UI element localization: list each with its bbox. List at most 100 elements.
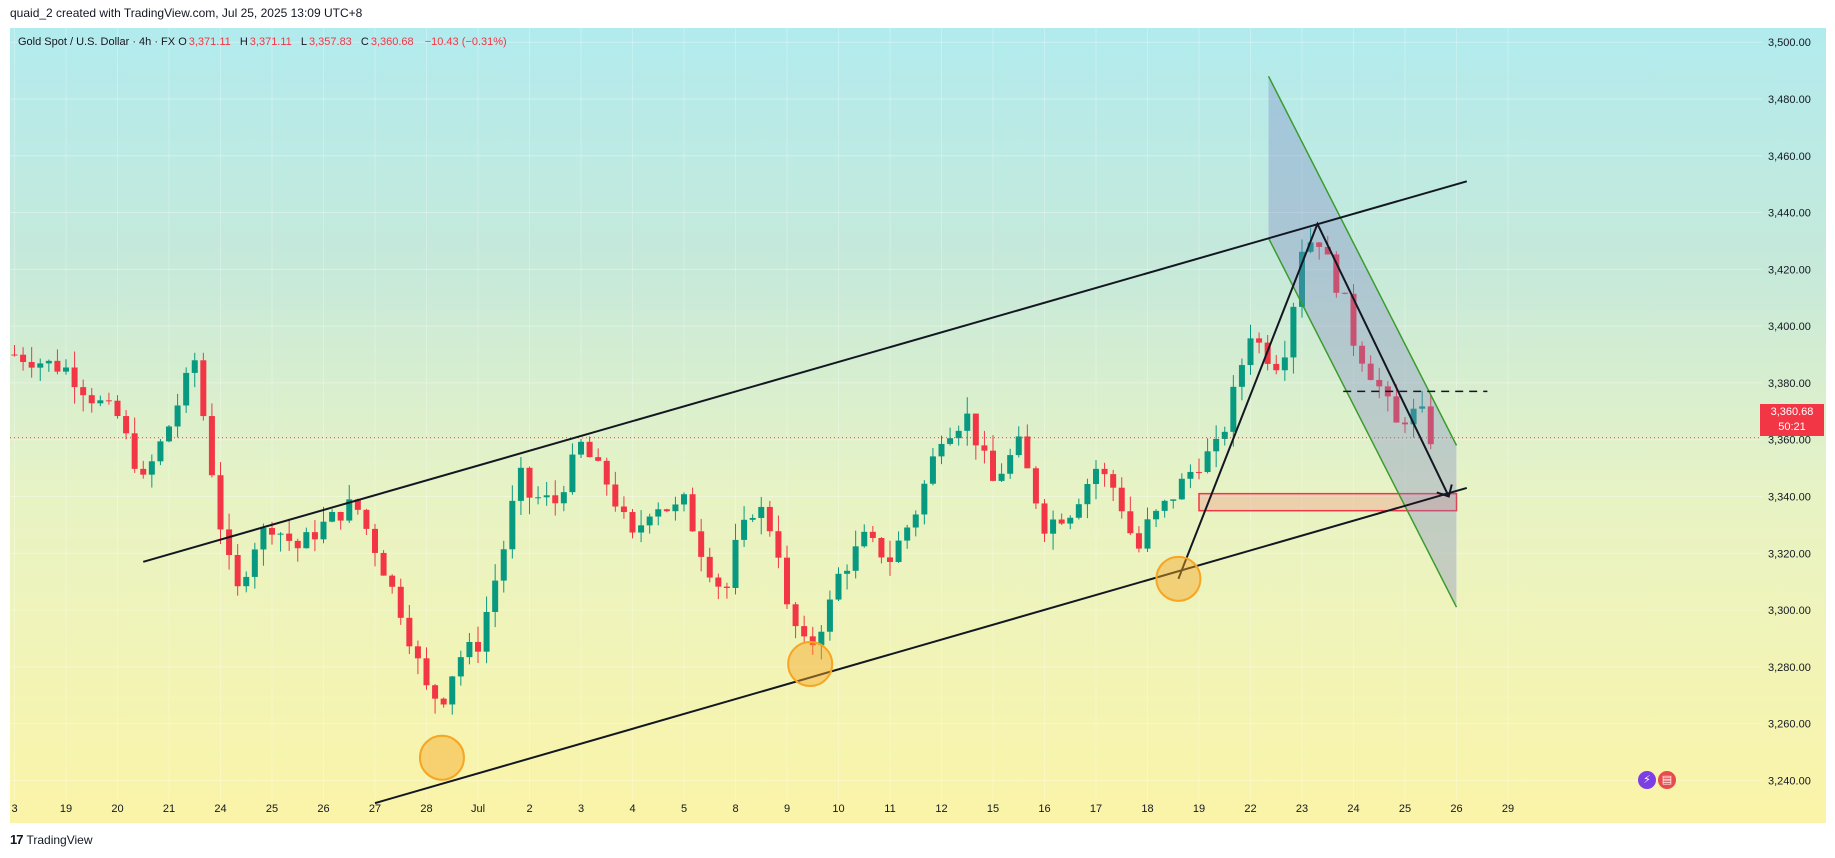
time-tick-label: 9 xyxy=(784,803,790,815)
candle-body xyxy=(466,641,473,658)
candle-body xyxy=(449,676,456,705)
support-trend-line xyxy=(374,487,1468,805)
footer-brand: TradingView xyxy=(26,832,93,847)
time-tick-label: 17 xyxy=(1090,803,1102,815)
lightning-icon[interactable]: ⚡ xyxy=(1638,771,1656,789)
price-axis: 3,240.00 3,260.00 3,280.00 3,300.00 3,320.00… xyxy=(1768,37,1811,787)
candle-body xyxy=(938,443,945,457)
candle-body xyxy=(663,509,670,512)
candle-body xyxy=(251,549,258,577)
bar-countdown: 50:21 xyxy=(1778,421,1806,433)
us-flag-icon[interactable]: ▤ xyxy=(1658,771,1676,789)
candle-body xyxy=(1187,471,1194,479)
tradingview-logo-icon: 17 xyxy=(10,832,24,847)
projection-path xyxy=(1177,221,1450,580)
candle-body xyxy=(372,528,378,553)
candle-body xyxy=(166,426,172,442)
candle-body xyxy=(1032,468,1039,504)
price-tick-label: 3,280.00 xyxy=(1768,662,1811,674)
touch-point-circle xyxy=(787,641,834,687)
candle-body xyxy=(37,363,44,368)
candle-body xyxy=(483,611,490,652)
candle-body xyxy=(749,517,756,520)
last-price-value: 3,360.68 xyxy=(1770,406,1814,418)
candle-body xyxy=(389,575,396,587)
candle-body xyxy=(1341,292,1348,294)
time-tick-label: 21 xyxy=(163,803,175,815)
price-tick-label: 3,300.00 xyxy=(1768,605,1811,617)
candle-body xyxy=(243,576,250,587)
price-tick-label: 3,320.00 xyxy=(1768,548,1811,560)
candle-body xyxy=(1084,484,1091,505)
candle-body xyxy=(1093,468,1099,485)
candle-body xyxy=(1273,363,1280,371)
price-tick-label: 3,420.00 xyxy=(1768,264,1811,276)
candle-body xyxy=(1213,438,1220,452)
time-tick-label: 27 xyxy=(369,803,381,815)
time-tick-label: Jul xyxy=(471,803,485,815)
candle-body xyxy=(1015,436,1022,456)
candle-body xyxy=(509,500,516,550)
time-tick-label: 10 xyxy=(832,803,844,815)
candle-body xyxy=(414,646,421,659)
candle-body xyxy=(148,461,155,475)
candle-body xyxy=(921,483,928,515)
candle-body xyxy=(723,586,730,588)
candle-body xyxy=(904,527,911,541)
chart-plot-area[interactable] xyxy=(10,28,1826,823)
candle-body xyxy=(1050,519,1057,534)
price-tick-label: 3,480.00 xyxy=(1768,94,1811,106)
candle-body xyxy=(71,367,78,388)
time-tick-label: 15 xyxy=(987,803,999,815)
candle-body xyxy=(1402,422,1408,425)
candle-body xyxy=(629,512,636,533)
high-label: H xyxy=(239,36,248,48)
candle-body xyxy=(432,685,439,699)
candle-body xyxy=(981,445,988,451)
candle-body xyxy=(998,473,1005,481)
change-value: −10.43 (−0.31%) xyxy=(424,36,507,48)
candle-body xyxy=(269,528,275,535)
candle-body xyxy=(569,454,576,493)
candle-body xyxy=(1178,478,1185,500)
candle-body xyxy=(852,546,859,571)
candle-body xyxy=(878,537,885,558)
candle-body xyxy=(1221,431,1228,439)
candle-body xyxy=(1376,379,1383,387)
high-value: 3,371.11 xyxy=(249,36,292,48)
candle-body xyxy=(131,433,138,469)
candle-body xyxy=(947,438,954,444)
candle-body xyxy=(88,395,95,404)
candle-body xyxy=(758,506,765,518)
candle-body xyxy=(174,405,181,427)
candle-body xyxy=(1367,363,1374,380)
candle-body xyxy=(1024,436,1031,469)
candle-body xyxy=(1007,455,1014,474)
candle-body xyxy=(440,698,447,705)
candle-body xyxy=(406,617,413,647)
candle-body xyxy=(732,539,739,588)
candle-body xyxy=(887,557,893,562)
candle-body xyxy=(157,441,164,462)
candle-body xyxy=(303,532,310,549)
candle-body xyxy=(964,413,971,431)
time-tick-label: 28 xyxy=(420,803,432,815)
time-tick-label: 24 xyxy=(214,803,226,815)
candle-body xyxy=(990,450,996,481)
low-label: L xyxy=(300,36,307,48)
candle-body xyxy=(1144,519,1151,549)
time-tick-label: 24 xyxy=(1347,803,1359,815)
candle-body xyxy=(1058,519,1065,524)
time-tick-label: 26 xyxy=(1450,803,1462,815)
candle-body xyxy=(1041,503,1048,534)
candle-body xyxy=(45,360,52,364)
candle-body xyxy=(1359,345,1366,364)
time-tick-label: 5 xyxy=(681,803,687,815)
candle-body xyxy=(1350,293,1357,346)
candle-body xyxy=(646,516,653,526)
candle-body xyxy=(354,499,361,510)
candle-body xyxy=(105,400,112,402)
last-price-tag: 3,360.68 50:21 xyxy=(1760,404,1824,436)
candle-body xyxy=(672,504,679,512)
